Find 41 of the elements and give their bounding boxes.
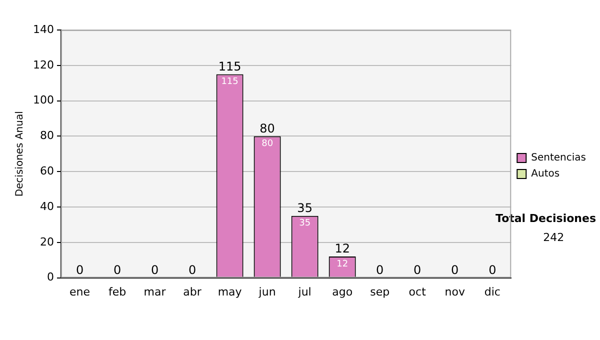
data-label: 35 bbox=[299, 218, 311, 229]
x-tick-label: ene bbox=[69, 285, 90, 298]
total-label: 0 bbox=[488, 262, 496, 277]
x-tick-label: abr bbox=[183, 285, 202, 298]
y-tick-label: 120 bbox=[32, 58, 54, 72]
text: 242 bbox=[543, 230, 564, 244]
x-tick-label: sep bbox=[370, 285, 390, 298]
total-label: 0 bbox=[451, 262, 459, 277]
total-label: 0 bbox=[76, 262, 84, 277]
y-axis-title: Decisiones Anual bbox=[14, 111, 26, 197]
total-label: 35 bbox=[297, 200, 312, 215]
total-label: 12 bbox=[334, 242, 350, 256]
annotation: Total Decisiones bbox=[496, 212, 596, 225]
y-tick-label: 100 bbox=[32, 94, 54, 107]
x-tick-label: oct bbox=[408, 285, 427, 298]
total-label: 80 bbox=[260, 121, 275, 136]
y-tick-label: 0 bbox=[46, 270, 54, 284]
x-tick-label: nov bbox=[444, 285, 466, 298]
data-label: 12 bbox=[336, 259, 348, 270]
y-tick-label: 140 bbox=[32, 22, 54, 36]
x-tick-label: may bbox=[218, 285, 242, 298]
x-tick-label: mar bbox=[144, 285, 166, 298]
y-tick-label: 60 bbox=[40, 164, 54, 178]
y-tick-label: 40 bbox=[40, 200, 54, 213]
total-label: 0 bbox=[150, 262, 159, 277]
legend-label: Autos bbox=[531, 168, 560, 180]
x-tick-label: dic bbox=[484, 285, 500, 298]
total-label: 0 bbox=[188, 262, 196, 277]
total-label: 115 bbox=[218, 59, 242, 74]
data-label: 80 bbox=[262, 139, 274, 150]
x-tick-label: feb bbox=[108, 285, 126, 298]
legend-label: Sentencias bbox=[531, 152, 586, 164]
y-tick-label: 80 bbox=[40, 129, 54, 142]
y-tick-label: 20 bbox=[40, 235, 54, 248]
data-label: 115 bbox=[221, 77, 238, 88]
total-label: 0 bbox=[376, 262, 384, 277]
x-tick-label: ago bbox=[332, 285, 353, 298]
total-label: 0 bbox=[113, 262, 122, 277]
total-label: 0 bbox=[414, 262, 422, 277]
x-tick-label: jul bbox=[297, 285, 312, 298]
x-tick-label: jun bbox=[258, 285, 276, 298]
